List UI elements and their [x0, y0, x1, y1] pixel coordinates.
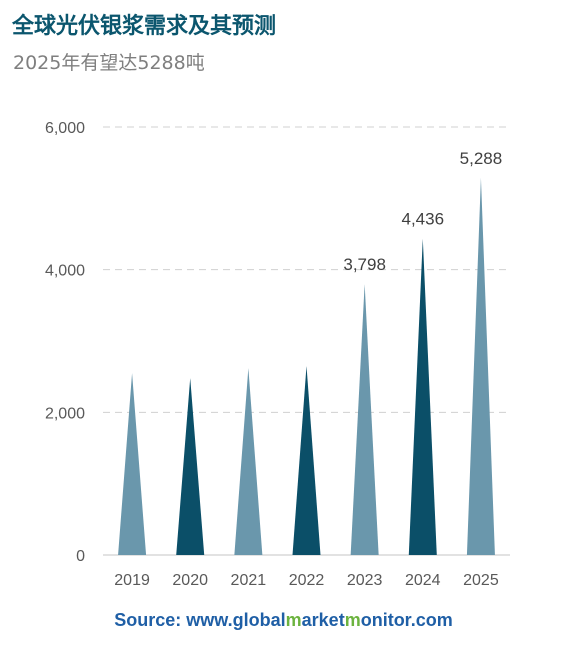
chart-title: 全球光伏银浆需求及其预测: [12, 14, 277, 39]
x-tick-label: 2021: [231, 572, 267, 589]
source-note: Source: www.globalmarketmonitor.com: [0, 610, 567, 631]
source-part-global: global: [232, 610, 286, 630]
x-tick-label: 2019: [114, 572, 150, 589]
bar-2025: [466, 177, 495, 555]
x-tick-label: 2022: [289, 572, 325, 589]
y-tick-label: 2,000: [45, 405, 85, 422]
bar-2023: [350, 284, 379, 555]
data-label-2024: 4,436: [402, 210, 445, 229]
source-m1: m: [285, 610, 302, 630]
y-tick-label: 0: [76, 548, 85, 565]
y-tick-label: 4,000: [45, 263, 85, 280]
x-tick-label: 2020: [172, 572, 208, 589]
bar-2022: [292, 365, 321, 555]
data-label-2025: 5,288: [460, 149, 503, 168]
x-tick-label: 2024: [405, 572, 441, 589]
bar-chart: 0 2,000 4,000 6,000 2019 2020 2021 2022 2023 3,79…: [45, 120, 510, 589]
source-part-arket: arket: [301, 610, 345, 630]
x-tick-label: 2025: [463, 572, 499, 589]
bar-2024: [408, 238, 437, 555]
source-part-onitor: onitor.com: [360, 610, 453, 630]
y-tick-label: 6,000: [45, 120, 85, 137]
x-tick-label: 2023: [347, 572, 383, 589]
bar-2021: [234, 368, 263, 555]
bar-2020: [176, 378, 205, 555]
bar-2019: [118, 373, 147, 555]
source-m2: m: [344, 610, 361, 630]
source-prefix: Source: www.: [114, 610, 233, 630]
chart-subtitle: 2025年有望达5288吨: [13, 52, 205, 74]
data-label-2023: 3,798: [343, 255, 386, 274]
